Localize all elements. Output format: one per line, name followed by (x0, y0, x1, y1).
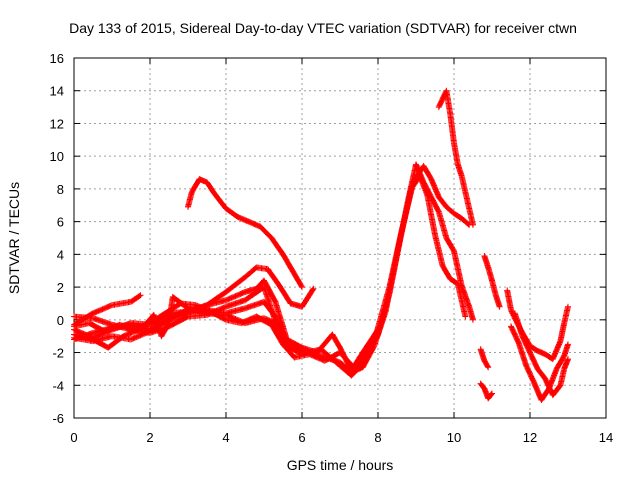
chart-title: Day 133 of 2015, Sidereal Day-to-day VTE… (69, 20, 577, 36)
series-track-l (477, 380, 495, 402)
y-axis: -6 -4 -2 0 2 4 6 8 10 12 14 16 (50, 51, 606, 426)
x-tick-label: 6 (298, 430, 305, 445)
y-tick-label: 0 (57, 313, 64, 328)
series-markers (185, 176, 305, 291)
series-markers (477, 346, 492, 371)
y-tick-label: 10 (50, 149, 64, 164)
x-tick-label: 0 (70, 430, 77, 445)
series-markers (71, 163, 473, 372)
x-tick-label: 10 (447, 430, 461, 445)
series-track-m (504, 287, 571, 363)
x-tick-label: 12 (523, 430, 537, 445)
series-markers (481, 253, 503, 310)
x-tick-label: 8 (374, 430, 381, 445)
series-track-i (435, 87, 476, 228)
x-tick-label: 14 (599, 430, 613, 445)
series-track-o (511, 310, 571, 399)
y-tick-label: -6 (52, 411, 64, 426)
y-tick-label: 14 (50, 84, 64, 99)
y-axis-label: SDTVAR / TECUs (6, 182, 22, 294)
y-tick-label: 2 (57, 280, 64, 295)
data-series (71, 87, 571, 403)
y-tick-label: -2 (52, 346, 64, 361)
x-tick-label: 2 (146, 430, 153, 445)
y-tick-label: 12 (50, 116, 64, 131)
series-markers (511, 310, 571, 399)
series-markers (435, 87, 476, 228)
x-tick-label: 4 (222, 430, 229, 445)
series-markers (477, 380, 495, 402)
series-track-h (185, 176, 305, 291)
series-markers (71, 161, 476, 376)
y-tick-label: 16 (50, 51, 64, 66)
x-axis: 0 2 4 6 8 10 12 14 (70, 58, 613, 445)
series-track-f (71, 161, 476, 376)
grid (74, 58, 606, 418)
y-tick-label: 4 (57, 247, 64, 262)
series-track-j (481, 253, 503, 310)
y-tick-label: 6 (57, 215, 64, 230)
y-tick-label: -4 (52, 378, 64, 393)
series-markers (504, 287, 571, 363)
series-track-k (477, 346, 492, 371)
plot-frame (73, 57, 607, 419)
series-track-g (71, 163, 473, 372)
y-tick-label: 8 (57, 182, 64, 197)
x-axis-label: GPS time / hours (287, 457, 394, 473)
